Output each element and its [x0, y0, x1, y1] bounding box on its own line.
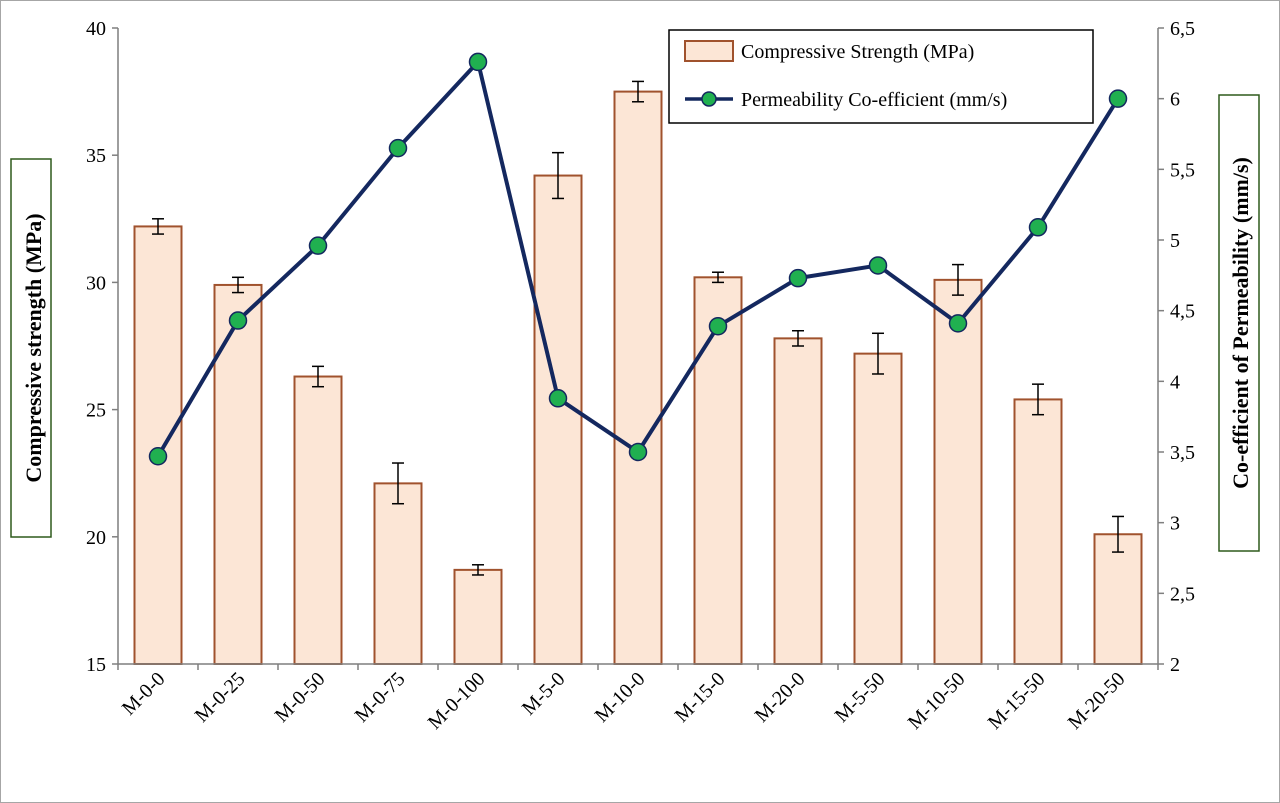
right-tick-label: 2	[1170, 654, 1180, 676]
permeability-point-M-0-75	[388, 138, 408, 158]
error-bar-M-5-50	[872, 332, 884, 375]
error-bar-M-0-100	[472, 564, 484, 576]
right-tick-label: 4,5	[1170, 301, 1195, 323]
error-bar-M-0-50	[312, 365, 324, 388]
permeability-point-M-10-0	[628, 442, 648, 462]
x-category-label: M-0-0	[118, 668, 170, 720]
left-tick-label: 40	[86, 18, 106, 40]
left-tick-label: 20	[86, 527, 106, 549]
error-bar-M-0-75	[392, 462, 404, 505]
x-category-label: M-0-25	[191, 668, 250, 727]
bar-M-0-25	[213, 283, 263, 665]
permeability-point-M-15-50	[1028, 218, 1048, 237]
permeability-point-M-20-0	[788, 268, 808, 288]
right-tick-label: 4	[1170, 371, 1180, 393]
error-bar-M-10-50	[952, 263, 964, 296]
bar-M-5-0	[533, 174, 583, 665]
permeability-point-M-10-50	[948, 314, 968, 333]
right-axis-title-box	[1218, 94, 1260, 552]
error-bar-M-20-0	[792, 329, 804, 347]
legend-line-label: Permeability Co-efficient (mm/s)	[741, 89, 1007, 111]
right-tick-label: 3	[1170, 513, 1180, 535]
x-category-label: M-15-50	[984, 668, 1050, 734]
right-tick-label: 5	[1170, 230, 1180, 252]
x-category-label: M-10-50	[904, 668, 970, 734]
error-bar-M-15-0	[712, 271, 724, 284]
x-category-label: M-0-50	[271, 668, 330, 727]
x-category-label: M-15-0	[671, 668, 730, 727]
line-series-group	[148, 52, 1128, 466]
error-bar-M-20-50	[1112, 515, 1124, 553]
left-axis-title-box	[10, 158, 52, 538]
permeability-point-M-0-0	[148, 446, 168, 466]
bar-M-10-50	[933, 278, 983, 665]
permeability-point-M-20-50	[1108, 89, 1128, 108]
bar-M-15-0	[693, 276, 743, 665]
x-category-label: M-5-50	[831, 668, 890, 727]
bar-M-15-50	[1013, 398, 1063, 665]
left-tick-label: 30	[86, 272, 106, 294]
bar-series-group	[133, 90, 1143, 666]
x-category-label: M-0-75	[351, 668, 410, 727]
legend-line-marker	[701, 91, 717, 107]
bar-M-0-100	[453, 568, 503, 666]
permeability-point-M-0-25	[228, 311, 248, 330]
legend: Compressive Strength (MPa) Permeability …	[668, 29, 1094, 124]
right-tick-label: 3,5	[1170, 442, 1195, 464]
permeability-point-M-5-0	[548, 389, 568, 408]
x-category-label: M-20-50	[1064, 668, 1130, 734]
x-category-label: M-0-100	[424, 668, 490, 734]
right-tick-label: 6	[1170, 89, 1180, 111]
x-category-label: M-20-0	[751, 668, 810, 727]
bar-M-0-75	[373, 482, 423, 665]
permeability-point-M-0-50	[308, 236, 328, 255]
bar-M-20-50	[1093, 533, 1143, 665]
bar-M-0-0	[133, 225, 183, 665]
error-bar-M-5-0	[552, 151, 564, 200]
left-tick-label: 15	[86, 654, 106, 676]
bar-M-20-0	[773, 337, 823, 665]
bar-M-0-50	[293, 375, 343, 665]
error-bar-M-10-0	[632, 80, 644, 103]
error-bar-group	[152, 80, 1124, 576]
right-axis-title-text: Co-efficient of Permeability (mm/s)	[1228, 157, 1253, 489]
x-category-label: M-5-0	[518, 668, 570, 720]
right-axis-title: Co-efficient of Permeability (mm/s)	[1218, 94, 1260, 552]
left-axis-title: Compressive strength (MPa)	[10, 158, 52, 538]
error-bar-M-0-0	[152, 218, 164, 235]
permeability-point-M-15-0	[708, 316, 728, 336]
left-axis-title-text: Compressive strength (MPa)	[21, 213, 46, 482]
legend-box	[668, 29, 1094, 124]
left-tick-label: 25	[86, 400, 106, 422]
permeability-point-M-5-50	[868, 256, 888, 275]
permeability-point-M-0-100	[468, 52, 488, 72]
legend-bar-swatch	[684, 40, 734, 62]
error-bar-M-15-50	[1032, 383, 1044, 416]
error-bar-M-0-25	[232, 276, 244, 294]
right-tick-label: 6,5	[1170, 18, 1195, 40]
x-category-label: M-10-0	[591, 668, 650, 727]
legend-bar-label: Compressive Strength (MPa)	[741, 41, 974, 63]
right-tick-label: 5,5	[1170, 159, 1195, 181]
left-tick-label: 35	[86, 145, 106, 167]
bar-M-5-50	[853, 352, 903, 665]
bar-M-10-0	[613, 90, 663, 666]
right-tick-label: 2,5	[1170, 583, 1195, 605]
